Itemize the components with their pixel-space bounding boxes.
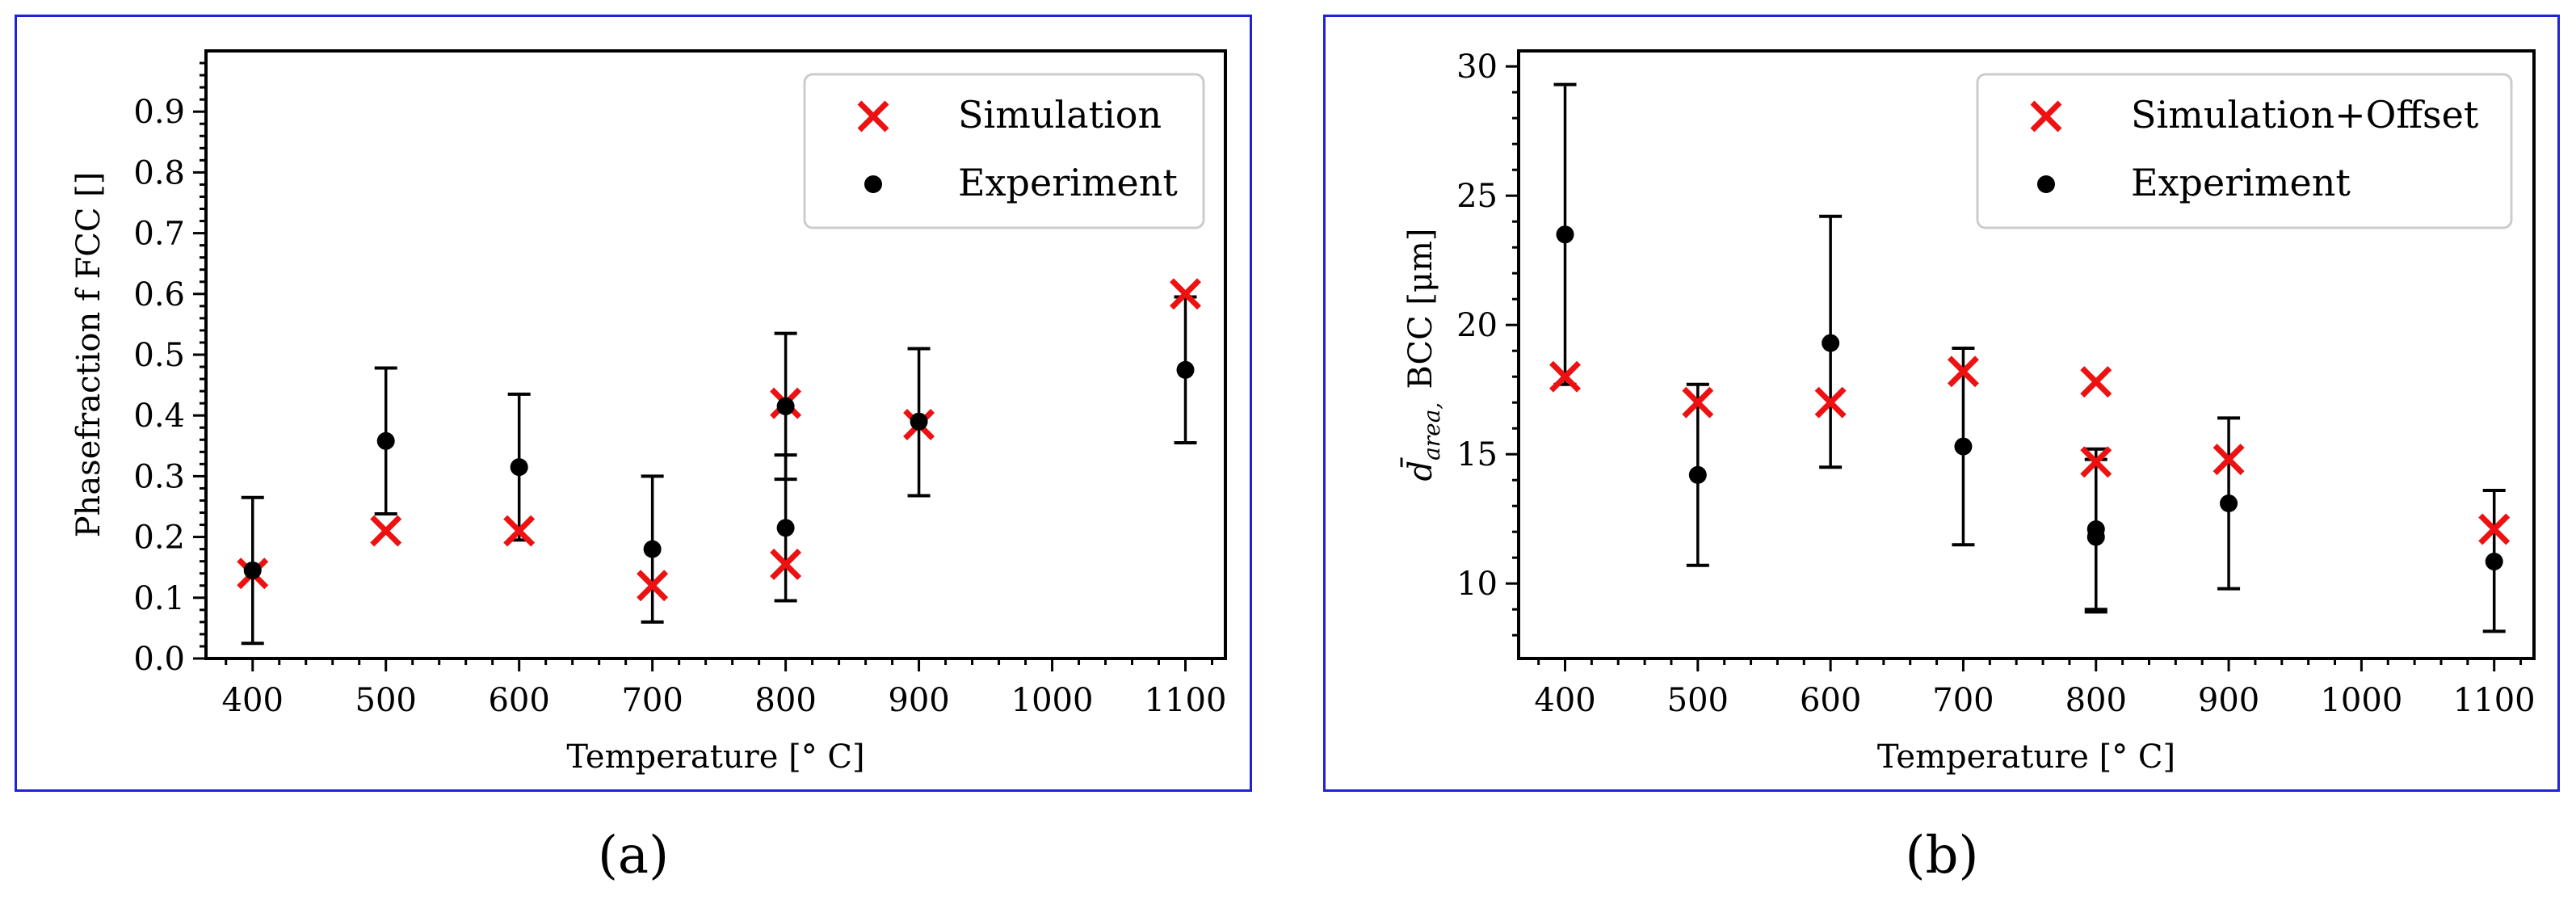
panel-a-xlabel: Temperature [° C] xyxy=(566,738,864,776)
panel-a-ytick-label: 0.8 xyxy=(133,154,185,191)
panel-a-legend-exp-marker xyxy=(864,175,882,193)
panel-b-chart: 400 500 600 700 800 900 1000 1100 10 15 20 25 30 Temp… xyxy=(1400,48,2536,776)
panel-b-sim-marker-b xyxy=(1947,356,1979,388)
panel-a-legend: Simulation Experiment xyxy=(803,73,1205,229)
panel-a-xtick-label: 500 xyxy=(355,682,417,719)
panel-b-ylabel-subscript: area, xyxy=(1418,402,1445,461)
panel-b-legend: Simulation+Offset Experiment xyxy=(1976,73,2513,229)
panel-b-caption: (b) xyxy=(1861,826,2023,886)
panel-b-exp-marker xyxy=(1688,465,1707,484)
panel-a-ylabel: Phasefraction f FCC [] xyxy=(70,172,107,538)
panel-b-exp-marker xyxy=(1954,437,1973,456)
panel-a-legend-box xyxy=(803,73,1205,229)
panel-b-legend-box xyxy=(1976,73,2513,229)
panel-b-xtick-label: 500 xyxy=(1667,682,1729,719)
panel-a-ytick-label: 0.2 xyxy=(133,520,185,557)
panel-a-ytick-label: 0.3 xyxy=(133,458,185,495)
panel-b-exp-marker xyxy=(2485,553,2503,570)
panel-b-ylabel: d̄area, BCC [μm] xyxy=(1400,228,1445,481)
panel-b-xtick-label: 1000 xyxy=(2320,682,2402,719)
panel-a-xtick-label: 900 xyxy=(888,682,949,719)
panel-a-chart: 400 500 600 700 800 900 1000 1100 0.0 0.1 0.2 0.3 0.… xyxy=(70,49,1227,776)
panel-a-exp-marker xyxy=(376,431,395,450)
panel-b-sim-marker-b xyxy=(2213,444,2245,476)
panel-a-sim-marker-b xyxy=(1170,278,1201,310)
panel-a-sim-marker-b xyxy=(503,515,536,547)
panel-b-exp-marker xyxy=(2086,528,2105,546)
panel-a-xtick-label: 800 xyxy=(754,682,816,719)
panel-a-legend-exp-label: Experiment xyxy=(958,161,1178,204)
panel-b-legend-sim-marker-b xyxy=(2030,100,2062,133)
panel-a-xtick-label: 1000 xyxy=(1011,682,1094,719)
panel-b-xtick-label: 1100 xyxy=(2453,682,2536,719)
panel-b-ytick-label: 15 xyxy=(1456,436,1498,473)
panel-a-sim-marker-b xyxy=(770,548,802,580)
panel-a-caption: (a) xyxy=(553,826,714,886)
panel-b-xlabel: Temperature [° C] xyxy=(1877,738,2175,776)
panel-b-exp-marker xyxy=(1822,334,1840,352)
panel-b-sim-marker-b xyxy=(1814,386,1847,419)
panel-b-exp-marker xyxy=(1556,225,1574,244)
panel-a-ytick-label: 0.0 xyxy=(133,641,185,678)
panel-a-ytick-label: 0.4 xyxy=(133,398,185,435)
panel-a-sim-marker-b xyxy=(637,570,669,602)
panel-a-exp-marker xyxy=(910,412,928,431)
panel-a-xtick-label: 700 xyxy=(621,682,683,719)
panel-a-legend-sim-marker-b xyxy=(857,100,889,133)
panel-a-ytick-label: 0.6 xyxy=(133,276,185,313)
panel-a-exp-marker xyxy=(643,540,662,558)
panel-a-xtick-label: 400 xyxy=(222,682,284,719)
panel-b-xtick-label: 600 xyxy=(1800,682,1861,719)
panel-a-ytick-label: 0.5 xyxy=(133,337,185,374)
panel-b-sim-marker-b xyxy=(2080,446,2112,478)
panel-a-plot-area xyxy=(204,49,1227,660)
panel-b-ytick-label: 25 xyxy=(1456,178,1498,215)
panel-b-xtick-label: 900 xyxy=(2198,682,2259,719)
panel-b-sim-marker-b xyxy=(2478,513,2511,545)
panel-b-legend-sim-label: Simulation+Offset xyxy=(2131,93,2479,137)
panel-a-xtick-label: 600 xyxy=(488,682,549,719)
panel-b-xtick-label: 700 xyxy=(1932,682,1994,719)
panel-a-exp-marker xyxy=(776,519,795,537)
panel-a-ytick-label: 0.1 xyxy=(133,580,185,617)
panel-b-sim-marker-b xyxy=(2080,366,2112,398)
panel-b-legend-exp-marker xyxy=(2037,175,2055,193)
panel-a-exp-marker xyxy=(1176,360,1195,379)
panel-b-ylabel-symbol: d̄ xyxy=(1400,456,1439,481)
panel-a-caption-text: (a) xyxy=(597,826,670,886)
panel-b-legend-exp-label: Experiment xyxy=(2131,161,2351,204)
panel-b-sim-marker-b xyxy=(1682,386,1714,419)
panel-b-ylabel-unit: BCC [μm] xyxy=(1402,228,1439,389)
panel-b-exp-marker xyxy=(2220,494,2238,512)
panel-b-ytick-label: 30 xyxy=(1456,48,1498,86)
panel-a-xtick-label: 1100 xyxy=(1145,682,1227,719)
panel-b-plot-area xyxy=(1517,49,2536,660)
panel-b-ytick-label: 20 xyxy=(1456,307,1498,344)
panel-a-ytick-label: 0.7 xyxy=(133,216,185,253)
panel-a-exp-marker xyxy=(243,561,262,579)
panel-b-sim-marker-b xyxy=(1549,360,1581,393)
panel-a-exp-marker xyxy=(776,397,795,415)
panel-a-exp-marker xyxy=(510,458,528,477)
panel-a-ytick-label: 0.9 xyxy=(133,94,185,131)
panel-a-sim-marker-b xyxy=(370,515,402,547)
panel-b-caption-text: (b) xyxy=(1905,826,1979,886)
panel-b-xtick-label: 400 xyxy=(1534,682,1595,719)
panel-b-ytick-label: 10 xyxy=(1456,566,1498,603)
panel-b-xtick-label: 800 xyxy=(2065,682,2127,719)
panel-a-legend-sim-label: Simulation xyxy=(958,93,1162,137)
